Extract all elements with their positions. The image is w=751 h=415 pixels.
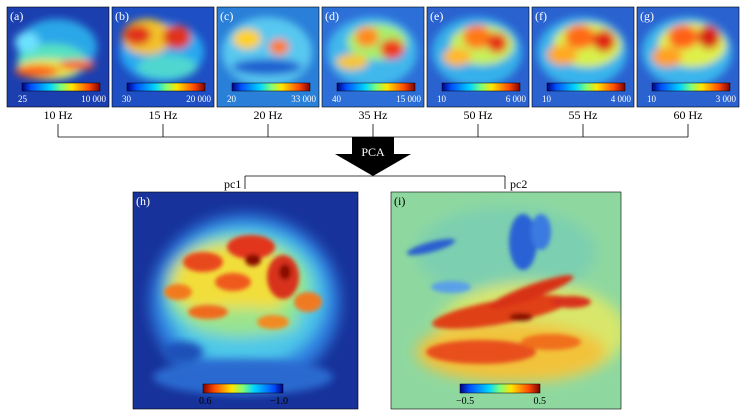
panel-f-colorbar bbox=[546, 82, 626, 92]
panel-i-cb-min: −0.5 bbox=[456, 396, 474, 407]
panel-d-colorbar bbox=[336, 82, 416, 92]
panel-h-cb-max: −1.0 bbox=[270, 396, 288, 407]
panel-d-label: (d) bbox=[325, 9, 339, 23]
freq-label-g: 60 Hz bbox=[674, 108, 703, 122]
panel-c-colorbar bbox=[231, 82, 311, 92]
frequency-labels: 10 Hz 15 Hz 20 Hz 35 Hz 50 Hz 55 Hz 60 H… bbox=[44, 108, 703, 122]
panel-g-cb-min: 10 bbox=[647, 94, 657, 104]
panel-a-10hz: (a) 25 10 000 bbox=[6, 6, 110, 108]
panel-e-cb-min: 10 bbox=[437, 94, 447, 104]
panel-f-label: (f) bbox=[535, 9, 547, 23]
panel-d-cb-min: 40 bbox=[332, 94, 342, 104]
freq-label-d: 35 Hz bbox=[359, 108, 388, 122]
panel-f-cb-max: 4 000 bbox=[611, 94, 632, 104]
panel-g-colorbar bbox=[651, 82, 731, 92]
pc-bracket bbox=[244, 175, 506, 189]
panel-i-label: (i) bbox=[394, 194, 405, 208]
panel-a-label: (a) bbox=[10, 9, 23, 23]
panel-d-35hz: (d) 40 15 000 bbox=[321, 6, 425, 108]
pca-label: PCA bbox=[361, 145, 385, 159]
panel-b-cb-min: 30 bbox=[122, 94, 132, 104]
panel-b-colorbar bbox=[126, 82, 206, 92]
panel-h-cb-min: 0.6 bbox=[199, 396, 212, 407]
panel-i-cb-max: 0.5 bbox=[534, 396, 547, 407]
freq-label-a: 10 Hz bbox=[44, 108, 73, 122]
freq-label-c: 20 Hz bbox=[254, 108, 283, 122]
panel-a-cb-max: 10 000 bbox=[81, 94, 106, 104]
panel-h-label: (h) bbox=[136, 194, 150, 208]
panel-b-15hz: (b) 30 20 000 bbox=[111, 6, 215, 108]
pc2-label: pc2 bbox=[510, 177, 527, 191]
panel-f-cb-min: 10 bbox=[542, 94, 552, 104]
freq-label-e: 50 Hz bbox=[464, 108, 493, 122]
panel-g-label: (g) bbox=[640, 9, 654, 23]
panel-h-pc1: (h) 0.6 −1.0 bbox=[132, 191, 359, 410]
pca-arrow: PCA bbox=[335, 137, 411, 176]
panel-a-colorbar bbox=[21, 82, 101, 92]
panel-e-label: (e) bbox=[430, 9, 443, 23]
panel-a-cb-min: 25 bbox=[18, 94, 28, 104]
panel-g-60hz: (g) 10 3 000 bbox=[636, 6, 740, 108]
frequency-panels-row: (a) 25 10 000 (b) 30 20 000 bbox=[6, 6, 740, 108]
panel-b-label: (b) bbox=[115, 9, 129, 23]
panel-c-label: (c) bbox=[220, 9, 233, 23]
freq-label-b: 15 Hz bbox=[149, 108, 178, 122]
panel-e-cb-max: 6 000 bbox=[506, 94, 527, 104]
panel-c-cb-max: 33 000 bbox=[291, 94, 316, 104]
panel-e-50hz: (e) 10 6 000 bbox=[426, 6, 530, 108]
panel-e-colorbar bbox=[441, 82, 521, 92]
panel-i-colorbar bbox=[459, 383, 541, 394]
pc1-label: pc1 bbox=[224, 177, 241, 191]
freq-label-f: 55 Hz bbox=[569, 108, 598, 122]
panel-d-cb-max: 15 000 bbox=[396, 94, 421, 104]
panel-c-20hz: (c) 20 33 000 bbox=[216, 6, 320, 108]
panel-g-cb-max: 3 000 bbox=[716, 94, 737, 104]
panel-b-cb-max: 20 000 bbox=[186, 94, 211, 104]
collector-bracket bbox=[57, 124, 689, 138]
panel-i-pc2: (i) −0.5 0.5 bbox=[390, 191, 622, 410]
panel-h-colorbar bbox=[202, 383, 284, 394]
panel-f-55hz: (f) 10 4 000 bbox=[531, 6, 635, 108]
panel-c-cb-min: 20 bbox=[227, 94, 237, 104]
